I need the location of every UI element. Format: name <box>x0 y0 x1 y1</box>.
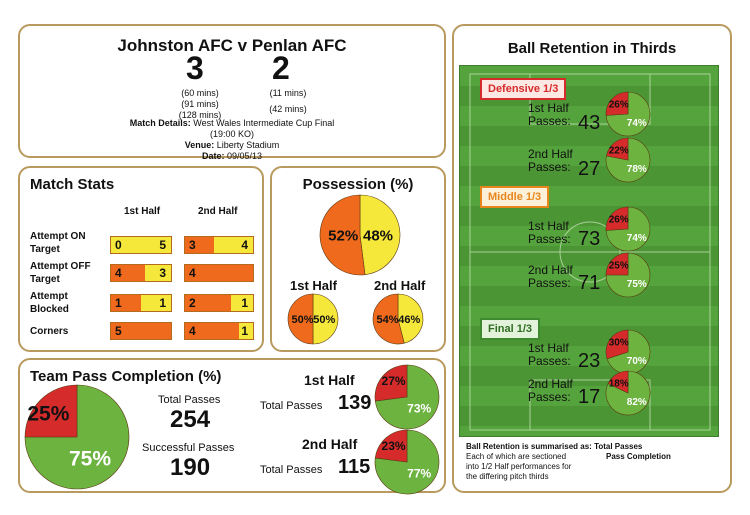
stats-col-2nd-half: 2nd Half <box>198 206 238 217</box>
bar-fill <box>111 295 141 311</box>
match-stats-title: Match Stats <box>30 176 115 193</box>
possession-title: Possession (%) <box>302 176 414 193</box>
retention-title: Ball Retention in Thirds <box>507 40 677 57</box>
pass-completion-panel: Team Pass Completion (%) Total Passes 25… <box>18 358 446 493</box>
pitch: Defensive 1/3 1st Half Passes: 43 2nd Hal… <box>459 65 719 437</box>
away-score: 2 <box>272 50 290 86</box>
home-score: 3 <box>186 50 204 86</box>
successful-passes-label: Successful Passes <box>142 442 235 454</box>
mid-h2-passes: 71 <box>578 272 601 294</box>
mid-h1-passes: 73 <box>578 228 601 250</box>
total-passes-value: 254 <box>170 406 211 433</box>
away-goal-times: (11 mins) (42 mins) <box>269 88 307 114</box>
def-h1-passes: 43 <box>578 112 601 134</box>
bar-fill <box>185 237 215 253</box>
bar-fill <box>111 323 171 339</box>
total-passes-label: Total Passes <box>158 394 221 406</box>
mid-h1-label: 1st Half Passes: <box>528 219 571 246</box>
pc-1st-half-label: 1st Half <box>304 372 355 388</box>
bar-fill <box>111 265 146 281</box>
bar-fill <box>185 295 231 311</box>
bar-fill <box>185 323 240 339</box>
home-goal-times: (60 mins) (91 mins) (128 mins) <box>178 88 222 120</box>
match-header-panel: Johnston AFC v Penlan AFC 3 2 (60 mins) … <box>18 24 446 161</box>
third-tag-middle: Middle 1/3 <box>480 186 550 208</box>
third-tag-defensive: Defensive 1/3 <box>480 78 567 100</box>
mid-h2-label: 2nd Half Passes: <box>528 263 573 290</box>
def-h2-label: 2nd Half Passes: <box>528 147 573 174</box>
stat-label-attempt-blocked: Attempt Blocked <box>30 291 69 315</box>
pass-completion-title: Team Pass Completion (%) <box>30 368 222 385</box>
possession-1st-half-label: 1st Half <box>290 278 337 293</box>
def-h1-label: 1st Half Passes: <box>528 101 571 128</box>
stat-label-attempt-on: Attempt ON Target <box>30 231 86 255</box>
match-title: Johnston AFC v Penlan AFC <box>117 36 347 55</box>
successful-passes-value: 190 <box>170 454 211 481</box>
def-h2-passes: 27 <box>578 158 601 180</box>
pitch-markings <box>460 66 718 436</box>
match-stats-panel: Match Stats 1st Half 2nd Half Attempt ON… <box>18 166 264 352</box>
fin-h1-label: 1st Half Passes: <box>528 341 571 368</box>
match-details: Match Details: West Wales Intermediate C… <box>129 118 335 161</box>
pc-2nd-half-label: 2nd Half <box>302 436 358 452</box>
bar-fill <box>185 265 253 281</box>
bar-attempt-off-2nd: 4 <box>184 264 254 282</box>
pc-2nd-half-total: 115 <box>338 456 371 478</box>
fin-h2-label: 2nd Half Passes: <box>528 377 573 404</box>
stat-label-corners: Corners <box>30 326 69 337</box>
fin-h2-passes: 17 <box>578 386 601 408</box>
pc-1st-half-total-label: Total Passes <box>260 400 323 412</box>
third-tag-final: Final 1/3 <box>480 318 541 340</box>
pc-2nd-half-total-label: Total Passes <box>260 464 323 476</box>
possession-2nd-half-label: 2nd Half <box>374 278 426 293</box>
fin-h1-passes: 23 <box>578 350 601 372</box>
bar-corners-1st: 5 <box>110 322 172 340</box>
possession-panel: Possession (%) 1st Half 2nd Half <box>270 166 446 352</box>
stat-label-attempt-off: Attempt OFF Target <box>30 261 91 285</box>
retention-note: Ball Retention is summarised as: Total P… <box>466 442 671 481</box>
stats-col-1st-half: 1st Half <box>124 206 161 217</box>
pc-1st-half-total: 139 <box>338 392 372 414</box>
